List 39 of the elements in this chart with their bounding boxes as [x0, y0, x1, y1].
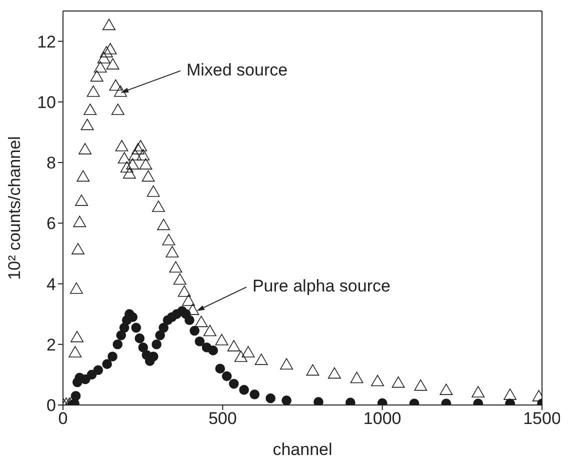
x-tick-label: 1000 [363, 409, 402, 428]
point [215, 364, 226, 374]
point [239, 384, 249, 395]
point [184, 315, 194, 326]
point [119, 322, 130, 333]
y-tick-label: 10 [37, 92, 56, 112]
y-tick-label: 0 [46, 396, 56, 416]
point [102, 359, 112, 369]
point [108, 352, 118, 362]
annotation: Pure alpha source [252, 276, 390, 296]
point [314, 397, 324, 405]
point [190, 326, 200, 336]
point [112, 339, 123, 350]
y-axis-title: 10² counts/channel [5, 136, 24, 280]
y-tick-label: 12 [37, 32, 56, 52]
point [116, 330, 126, 340]
point [70, 391, 81, 401]
point [228, 378, 239, 389]
point [208, 346, 218, 356]
x-tick-label: 1500 [523, 409, 561, 428]
point [282, 396, 292, 405]
y-tick-label: 8 [46, 154, 56, 173]
point [250, 389, 260, 400]
x-axis-title: channel [272, 440, 332, 459]
annotation: Mixed source [186, 60, 288, 80]
y-tick-label: 4 [46, 274, 56, 294]
point [131, 322, 142, 333]
y-tick-label: 2 [46, 335, 56, 354]
point [93, 365, 104, 376]
y-tick-label: 6 [46, 214, 56, 234]
point [155, 330, 165, 340]
point [158, 322, 169, 333]
point [222, 371, 232, 382]
point [138, 342, 148, 352]
x-tick-label: 500 [208, 409, 237, 428]
point [134, 333, 145, 344]
point [194, 336, 205, 346]
point [266, 393, 276, 404]
point [152, 339, 162, 350]
